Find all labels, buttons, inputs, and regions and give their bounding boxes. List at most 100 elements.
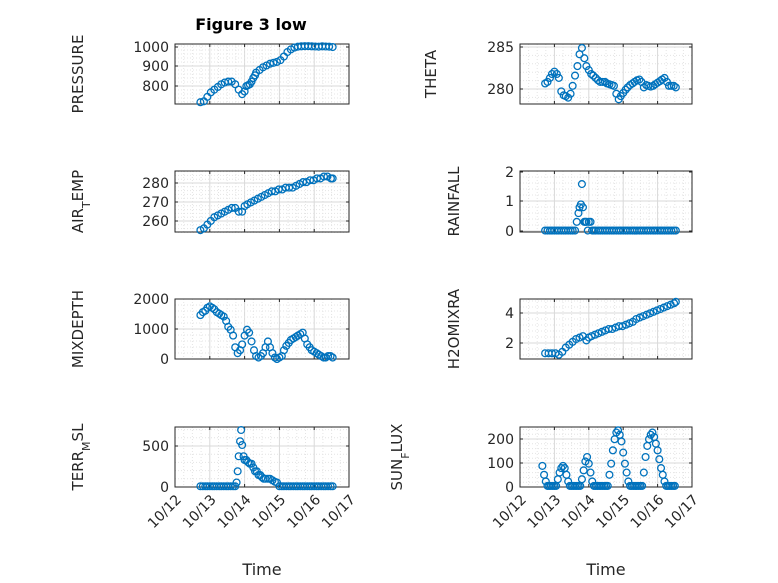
data-point [591,73,600,82]
series-sun_flux [538,426,679,490]
series-mixdepth [196,302,337,363]
data-point [238,440,247,450]
data-point [566,89,575,98]
y-tick-label: 500 [142,439,169,455]
data-point [609,81,618,90]
x-tick-label: 10/13 [180,492,220,532]
data-point [603,481,612,490]
y-axis-label: RAINFALL [445,166,463,237]
data-point [224,77,233,86]
data-point [584,66,593,75]
y-axis-label: TERRMSL [69,423,93,492]
data-point [247,459,256,468]
data-point [234,207,243,216]
subplot-sun_flux: 0 100 200 SUNFLUX 10/1210/1310/1410/1510/161… [388,424,702,579]
data-point [226,482,235,491]
data-point [617,437,626,446]
data-point [328,174,337,183]
series-air_temp [196,172,337,235]
data-point [554,73,563,82]
data-point [229,331,238,340]
x-tick-label: 10/12 [145,492,185,532]
data-point [653,446,662,455]
y-axis-label-rest: LUX [388,424,406,453]
y-tick-label: 1000 [133,322,169,338]
y-tick-label: 0 [505,480,514,496]
y-axis-label: THETA [422,49,440,99]
y-tick-label: 100 [487,456,514,472]
data-point [669,81,678,90]
data-point [328,42,337,52]
data-point [586,468,595,477]
x-tick-label: 10/15 [593,492,633,532]
data-point [219,312,228,321]
y-tick-label: 200 [487,432,514,448]
x-tick-label: 10/16 [284,492,324,532]
data-point [233,467,242,476]
data-point [231,482,240,491]
y-axis-label: H2OMIXRA [445,288,463,369]
data-point [639,468,648,477]
series-h2omixra [541,297,680,359]
y-axis-label-main: SUN [388,459,406,491]
y-tick-label: 800 [142,79,169,95]
data-point [670,481,679,490]
data-point [607,459,616,468]
data-point [667,226,676,235]
data-point [555,468,564,477]
data-point [568,81,577,90]
data-point [623,83,632,92]
data-point [545,73,554,82]
data-point [641,452,650,462]
data-point [635,75,644,84]
data-point [553,475,562,484]
y-axis-label-main: TERR [69,451,87,492]
data-point [237,425,246,435]
data-point [227,203,236,213]
x-tick-label: 10/16 [628,492,668,532]
y-tick-label: 285 [487,40,514,56]
data-point [648,428,657,437]
data-point [584,459,593,468]
data-point [582,217,591,226]
data-point [638,481,647,490]
figure-title: Figure 3 low [195,15,307,34]
x-tick-label: 10/17 [319,492,359,532]
subplot-theta: 280 285 THETA [422,40,693,105]
data-point [234,452,243,461]
x-tick-label: 10/13 [524,492,564,532]
axes-box [174,426,350,488]
x-tick-label: 10/17 [662,492,702,532]
data-point [326,352,335,361]
x-axis-label: Time [585,560,625,579]
data-point [577,180,586,189]
data-point [552,69,561,79]
data-point [328,353,337,362]
data-point [667,81,676,90]
data-point [621,85,630,94]
data-point [622,468,631,477]
y-axis-label-rest: SL [69,423,87,442]
subplot-mixdepth: 0 1000 2000 MIXDEPTH [69,290,350,368]
x-tick-label: 10/14 [215,492,255,532]
subplot-pressure: 800 900 1000 PRESSURE [69,35,350,114]
data-point [577,475,586,484]
data-point [662,77,671,86]
axes-box [519,298,693,360]
x-tick-label: 10/15 [249,492,289,532]
data-point [558,461,568,470]
data-point [232,478,241,487]
data-point [655,455,664,464]
data-point [196,98,205,107]
series-terr_msl [196,425,337,491]
data-point [671,297,680,306]
subplot-h2omixra: 2 4 H2OMIXRA [445,288,693,369]
data-point [557,464,566,473]
data-point [324,352,333,361]
y-axis-label-sub: F [399,452,412,458]
y-tick-label: 2000 [133,292,169,308]
y-axis-label: PRESSURE [69,35,87,114]
axes-box [519,43,693,105]
data-point [247,337,256,346]
